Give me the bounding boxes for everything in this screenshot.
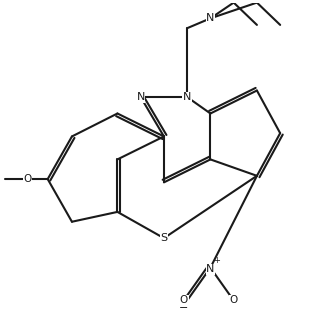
Text: −: − — [179, 303, 188, 313]
Text: O: O — [229, 295, 238, 306]
Text: O: O — [180, 295, 188, 306]
Text: S: S — [160, 233, 167, 243]
Text: O: O — [24, 174, 32, 184]
Text: N: N — [136, 92, 145, 102]
Text: +: + — [213, 256, 220, 265]
Text: N: N — [183, 92, 191, 102]
Text: N: N — [206, 264, 214, 274]
Text: N: N — [206, 13, 214, 23]
